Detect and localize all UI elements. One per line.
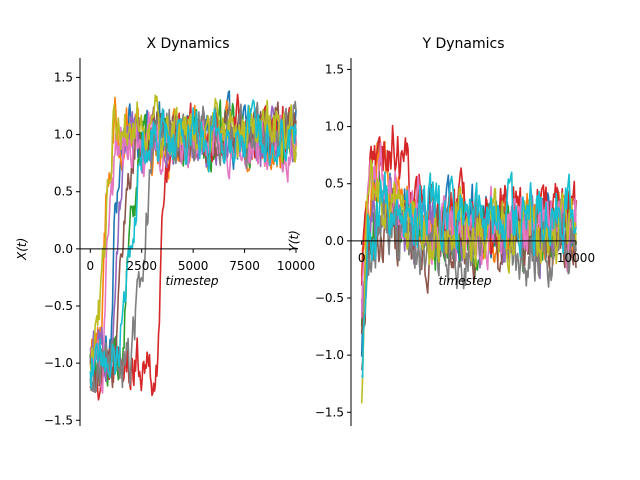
y-tick-label: 1.0	[54, 128, 73, 142]
y-tick-label: −1.5	[315, 405, 344, 419]
series-line-9	[360, 159, 577, 404]
x-tick-label: 0	[86, 259, 94, 273]
series-line-9	[89, 94, 297, 372]
y-tick-label: 0.0	[54, 242, 73, 256]
x-tick-label: 10000	[557, 251, 595, 265]
x-tick-label: 10000	[277, 259, 315, 273]
y-tick-label: 1.5	[54, 70, 73, 84]
x-tick-label: 5000	[178, 259, 209, 273]
series-line-10	[360, 171, 577, 379]
y-tick-label: −1.5	[44, 413, 73, 427]
series-line-8	[360, 199, 577, 371]
series-group	[360, 124, 577, 404]
x-tick-label: 0	[358, 251, 366, 265]
x-axis-label: timestep	[165, 274, 218, 288]
x-tick-label: 2500	[126, 259, 157, 273]
y-tick-label: 0.5	[54, 185, 73, 199]
y-axis-label: X(t)	[15, 238, 29, 261]
chart-title: X Dynamics	[146, 36, 229, 52]
y-tick-label: −0.5	[315, 291, 344, 305]
x-tick-label: 7500	[229, 259, 260, 273]
series-line-10	[89, 99, 297, 389]
y-tick-label: −1.0	[315, 348, 344, 362]
y-tick-label: 1.5	[325, 62, 344, 76]
x-axis-label: timestep	[438, 274, 491, 288]
x-dynamics-panel: −1.5 −1.0 −0.5 0.0 0.5 1.0 1.5 0 2500 5000 7500 100…	[15, 36, 315, 427]
y-tick-label: −1.0	[44, 356, 73, 370]
series-group	[89, 90, 297, 401]
y-axis-label: Y(t)	[287, 230, 301, 251]
y-tick-label: 1.0	[325, 120, 344, 134]
y-tick-label: −0.5	[44, 299, 73, 313]
y-dynamics-panel: −1.5 −1.0 −0.5 0.0 0.5 1.0 1.5 0 10000 Y Dynamics…	[287, 36, 595, 426]
y-tick-label: 0.0	[325, 234, 344, 248]
chart-title: Y Dynamics	[421, 36, 504, 52]
y-tick-label: 0.5	[325, 177, 344, 191]
